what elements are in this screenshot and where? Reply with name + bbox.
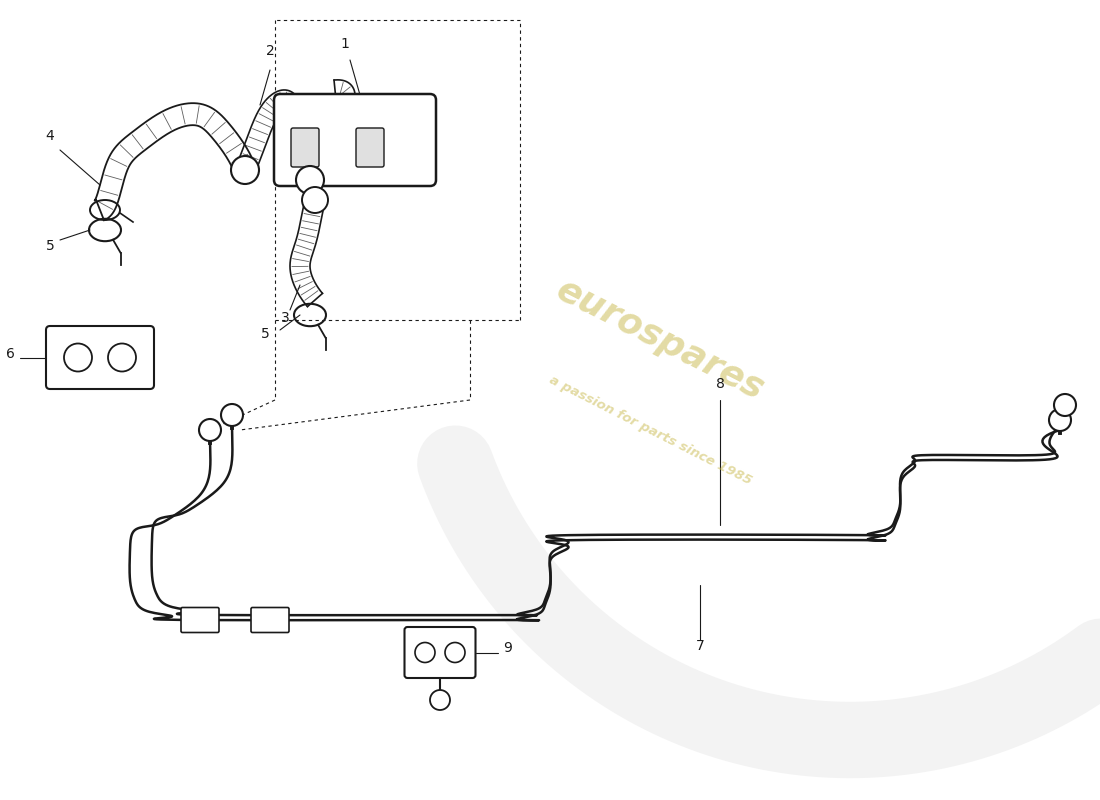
Circle shape xyxy=(430,690,450,710)
Circle shape xyxy=(446,642,465,662)
Text: 2: 2 xyxy=(375,144,384,158)
Circle shape xyxy=(221,404,243,426)
FancyBboxPatch shape xyxy=(292,128,319,167)
Text: 7: 7 xyxy=(695,639,704,653)
Text: 5: 5 xyxy=(45,239,54,253)
Circle shape xyxy=(415,642,434,662)
FancyBboxPatch shape xyxy=(405,627,475,678)
Text: 5: 5 xyxy=(261,327,270,341)
Circle shape xyxy=(1054,394,1076,416)
FancyBboxPatch shape xyxy=(182,607,219,633)
Text: 4: 4 xyxy=(45,129,54,143)
Text: eurospares: eurospares xyxy=(550,273,770,407)
FancyBboxPatch shape xyxy=(356,128,384,167)
FancyBboxPatch shape xyxy=(46,326,154,389)
Text: 1: 1 xyxy=(341,37,350,51)
Circle shape xyxy=(302,187,328,213)
Text: a passion for parts since 1985: a passion for parts since 1985 xyxy=(547,373,754,487)
Circle shape xyxy=(231,156,258,184)
Circle shape xyxy=(199,419,221,441)
Text: 9: 9 xyxy=(503,642,512,655)
Text: 8: 8 xyxy=(716,377,725,391)
Text: 3: 3 xyxy=(280,311,289,325)
FancyBboxPatch shape xyxy=(274,94,436,186)
Circle shape xyxy=(1049,409,1071,431)
Circle shape xyxy=(64,343,92,371)
Text: 2: 2 xyxy=(265,44,274,58)
Text: 6: 6 xyxy=(6,346,14,361)
Circle shape xyxy=(296,166,324,194)
Circle shape xyxy=(108,343,136,371)
FancyBboxPatch shape xyxy=(251,607,289,633)
